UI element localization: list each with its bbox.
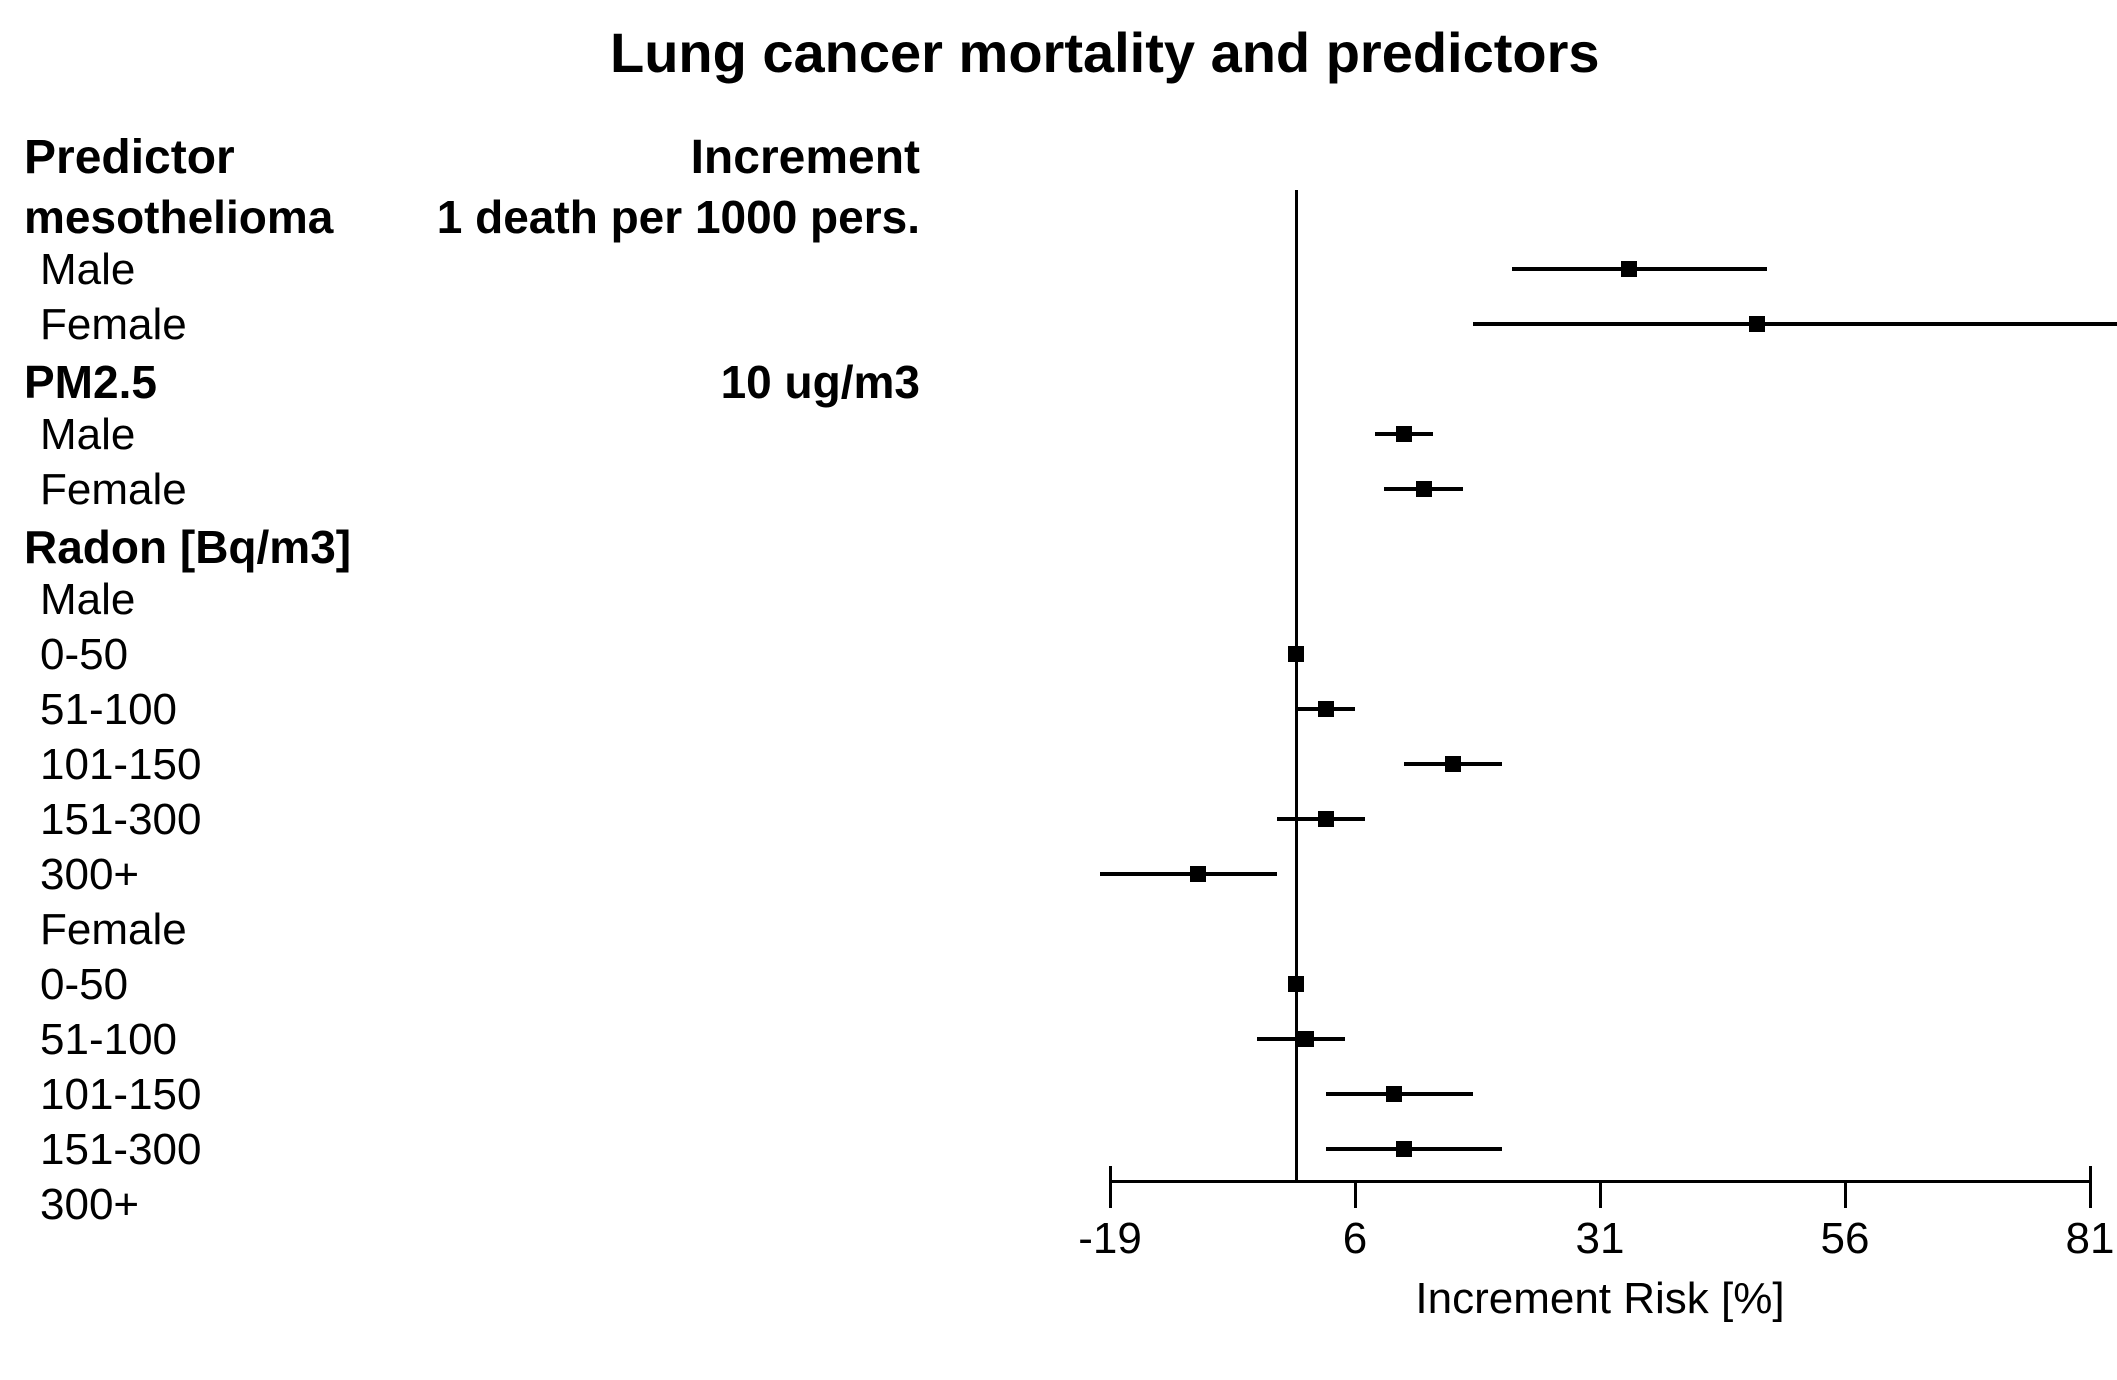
predictor-row-label: 0-50 bbox=[40, 960, 128, 1010]
x-axis-tick-label: 81 bbox=[2066, 1214, 2115, 1264]
increment-label: 10 ug/m3 bbox=[721, 355, 920, 409]
x-axis-tick-label: 6 bbox=[1343, 1214, 1367, 1264]
x-axis-tick-label: 56 bbox=[1821, 1214, 1870, 1264]
forest-plot-area: -196315681Increment Risk [%] bbox=[1110, 190, 2090, 1380]
point-estimate-marker bbox=[1621, 261, 1637, 277]
x-axis-tick bbox=[1354, 1180, 1357, 1208]
predictor-row-label: 101-150 bbox=[40, 740, 201, 790]
point-estimate-marker bbox=[1288, 646, 1304, 662]
point-estimate-marker bbox=[1190, 866, 1206, 882]
predictor-row-label: 151-300 bbox=[40, 1125, 201, 1175]
x-axis-label: Increment Risk [%] bbox=[1415, 1274, 1784, 1324]
confidence-interval-line bbox=[1512, 267, 1767, 271]
confidence-interval-line bbox=[1100, 872, 1276, 876]
x-axis-tick-label: -19 bbox=[1078, 1214, 1142, 1264]
predictor-row-label: 300+ bbox=[40, 1180, 139, 1230]
predictor-subgroup-label: Male bbox=[40, 575, 135, 625]
point-estimate-marker bbox=[1749, 316, 1765, 332]
x-axis-tick bbox=[1844, 1180, 1847, 1208]
point-estimate-marker bbox=[1288, 976, 1304, 992]
predictor-row-label: 51-100 bbox=[40, 1015, 177, 1065]
x-axis-tick bbox=[1109, 1166, 1112, 1208]
confidence-interval-line bbox=[1326, 1147, 1502, 1151]
column-header-predictor: Predictor bbox=[24, 130, 235, 185]
predictor-subgroup-label: Female bbox=[40, 905, 187, 955]
predictor-row-label: Male bbox=[40, 245, 135, 295]
predictor-row-label: 51-100 bbox=[40, 685, 177, 735]
point-estimate-marker bbox=[1396, 1141, 1412, 1157]
confidence-interval-line bbox=[1473, 322, 2117, 326]
predictor-row-label: 0-50 bbox=[40, 630, 128, 680]
point-estimate-marker bbox=[1416, 481, 1432, 497]
predictor-row-label: 151-300 bbox=[40, 795, 201, 845]
predictor-group-label: PM2.5 bbox=[24, 355, 157, 409]
x-axis-tick-label: 31 bbox=[1576, 1214, 1625, 1264]
predictor-group-label: Radon [Bq/m3] bbox=[24, 520, 351, 574]
figure-title: Lung cancer mortality and predictors bbox=[610, 20, 1600, 85]
increment-label: 1 death per 1000 pers. bbox=[437, 190, 920, 244]
predictor-row-label: Female bbox=[40, 465, 187, 515]
column-header-increment: Increment bbox=[691, 130, 920, 185]
point-estimate-marker bbox=[1386, 1086, 1402, 1102]
predictor-row-label: Female bbox=[40, 300, 187, 350]
point-estimate-marker bbox=[1396, 426, 1412, 442]
x-axis-tick bbox=[2089, 1166, 2092, 1208]
predictor-row-label: 300+ bbox=[40, 850, 139, 900]
point-estimate-marker bbox=[1445, 756, 1461, 772]
predictor-row-label: 101-150 bbox=[40, 1070, 201, 1120]
x-axis-tick bbox=[1599, 1180, 1602, 1208]
forest-plot-figure: Lung cancer mortality and predictors Pre… bbox=[0, 0, 2117, 1339]
point-estimate-marker bbox=[1318, 701, 1334, 717]
point-estimate-marker bbox=[1298, 1031, 1314, 1047]
predictor-group-label: mesothelioma bbox=[24, 190, 333, 244]
point-estimate-marker bbox=[1318, 811, 1334, 827]
predictor-row-label: Male bbox=[40, 410, 135, 460]
